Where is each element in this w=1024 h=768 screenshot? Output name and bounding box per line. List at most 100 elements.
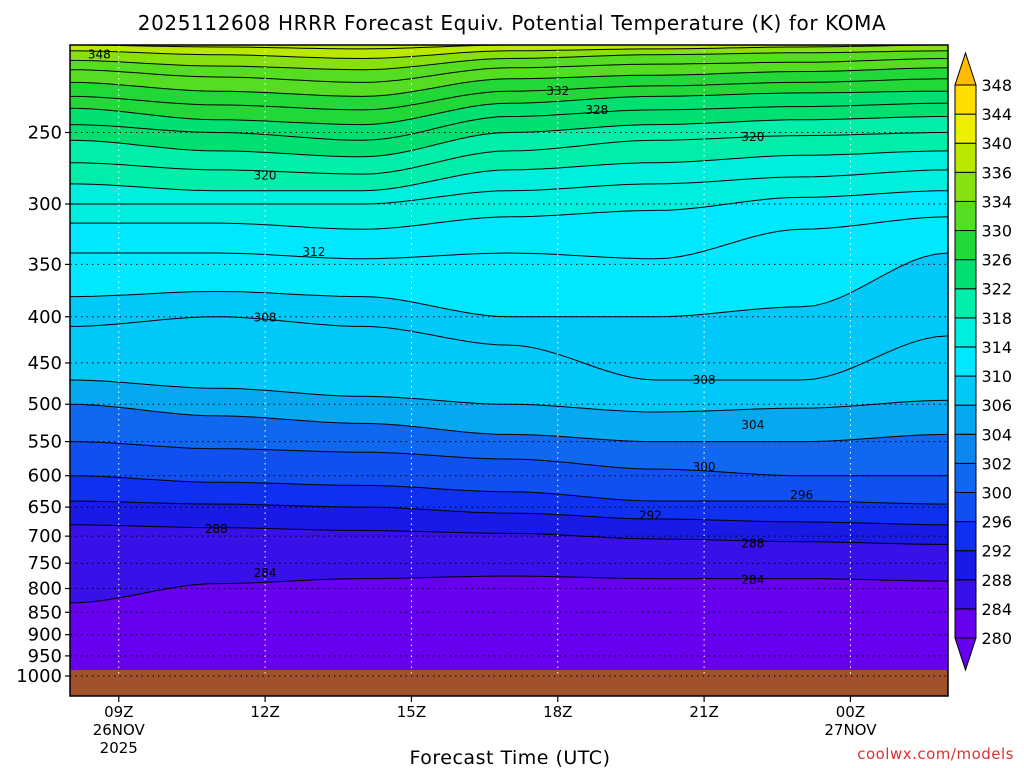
contour-306 — [70, 379, 948, 413]
contour-label: 300 — [693, 460, 716, 474]
contour-316 — [70, 169, 948, 205]
contour-label: 312 — [302, 245, 325, 259]
y-tick-label: 1000 — [16, 666, 62, 687]
contour-label: 308 — [254, 311, 277, 325]
contour-312 — [70, 216, 948, 260]
colorbar-swatch — [954, 288, 977, 319]
y-tick-label: 600 — [28, 466, 62, 487]
colorbar-label: 336 — [981, 163, 1012, 182]
contour-338 — [70, 45, 948, 50]
colorbar-swatch — [954, 259, 977, 290]
contour-330 — [70, 67, 948, 97]
band-324 — [70, 91, 948, 141]
contour-label: 288 — [741, 536, 764, 550]
colorbar-label: 326 — [981, 251, 1012, 270]
colorbar-swatch — [954, 550, 977, 581]
contour-label: 328 — [585, 103, 608, 117]
contour-label: 284 — [254, 566, 277, 580]
colorbar-swatch — [954, 142, 977, 173]
band-304 — [70, 380, 948, 442]
colorbar-label: 310 — [981, 367, 1012, 386]
colorbar-label: 340 — [981, 134, 1012, 153]
colorbar-label: 330 — [981, 222, 1012, 241]
colorbar-label: 318 — [981, 309, 1012, 328]
y-tick-label: 250 — [28, 122, 62, 143]
colorbar-swatch — [954, 84, 977, 115]
plot-frame — [69, 44, 949, 697]
contour-288 — [70, 524, 948, 545]
band-330 — [70, 58, 948, 97]
band-328 — [70, 67, 948, 110]
band-312 — [70, 190, 948, 259]
colorbar-label: 334 — [981, 192, 1012, 211]
band-314 — [70, 169, 948, 230]
contour-labels: 348 332 328 320 320 312 308 308 304 300 296 292 288 2… — [88, 48, 813, 587]
colorbar-label: 322 — [981, 280, 1012, 299]
band-322 — [70, 103, 948, 157]
y-tick-label: 500 — [28, 394, 62, 415]
x-tick-label: 15Z — [397, 703, 426, 721]
band-334 — [70, 45, 948, 70]
colorbar-swatch — [954, 200, 977, 232]
band-332 — [70, 50, 948, 83]
colorbar-swatch — [954, 375, 977, 406]
plot-area — [70, 45, 948, 696]
y-tick-label: 300 — [28, 194, 62, 215]
colorbar-label: 304 — [981, 425, 1012, 444]
colorbar-swatch — [954, 579, 977, 610]
colorbar-label: 314 — [981, 338, 1012, 357]
contour-324 — [70, 102, 948, 141]
colorbar-swatch — [954, 230, 977, 261]
colorbar-swatch — [954, 171, 977, 202]
band-292 — [70, 475, 948, 525]
y-axis: 2503003504004505005506006507007508008509… — [16, 122, 70, 687]
contour-328 — [70, 78, 948, 111]
contour-label: 348 — [88, 48, 111, 62]
band-296 — [70, 441, 948, 505]
y-tick-label: 400 — [28, 307, 62, 328]
colorbar-label: 280 — [981, 629, 1012, 648]
contour-318 — [70, 150, 948, 192]
colorbar-swatch — [954, 433, 977, 464]
contour-296 — [70, 475, 948, 505]
chart-title: 2025112608 HRRR Forecast Equiv. Potentia… — [138, 11, 887, 35]
contour-284 — [70, 575, 948, 604]
contour-292 — [70, 500, 948, 526]
contour-label: 304 — [741, 418, 764, 432]
colorbar-swatch — [954, 317, 977, 348]
contour-label: 292 — [639, 508, 662, 522]
colorbar-label: 284 — [981, 600, 1012, 619]
contour-308 — [70, 316, 948, 381]
contour-336 — [70, 45, 948, 60]
band-306 — [70, 316, 948, 412]
colorbar-swatch — [954, 462, 977, 493]
colorbar-label: 348 — [981, 76, 1012, 95]
ground-surface — [70, 670, 948, 696]
grid-lines — [70, 45, 948, 677]
y-tick-label: 550 — [28, 432, 62, 453]
colorbar-swatch — [954, 608, 977, 639]
credit-text: coolwx.com/models — [857, 745, 1014, 763]
contour-label: 320 — [254, 169, 277, 183]
contour-label: 320 — [741, 130, 764, 144]
colorbar-max-arrow — [954, 51, 977, 86]
band-326 — [70, 78, 948, 125]
contour-332 — [70, 58, 948, 83]
band-318 — [70, 132, 948, 191]
colorbar-label: 288 — [981, 571, 1012, 590]
colorbar-label: 306 — [981, 396, 1012, 415]
x-tick-label: 21Z — [689, 703, 718, 721]
contour-label: 296 — [790, 488, 813, 502]
x-tick-date: 26NOV — [93, 721, 146, 739]
contour-label: 332 — [546, 84, 569, 98]
colorbar-label: 300 — [981, 483, 1012, 502]
band-288 — [70, 501, 948, 545]
colorbar-swatch — [954, 491, 977, 523]
x-tick-date: 27NOV — [824, 721, 877, 739]
contour-320 — [70, 132, 948, 175]
y-tick-label: 650 — [28, 497, 62, 518]
contour-310 — [70, 252, 948, 318]
x-tick-label: 18Z — [543, 703, 572, 721]
colorbar-label: 292 — [981, 542, 1012, 561]
